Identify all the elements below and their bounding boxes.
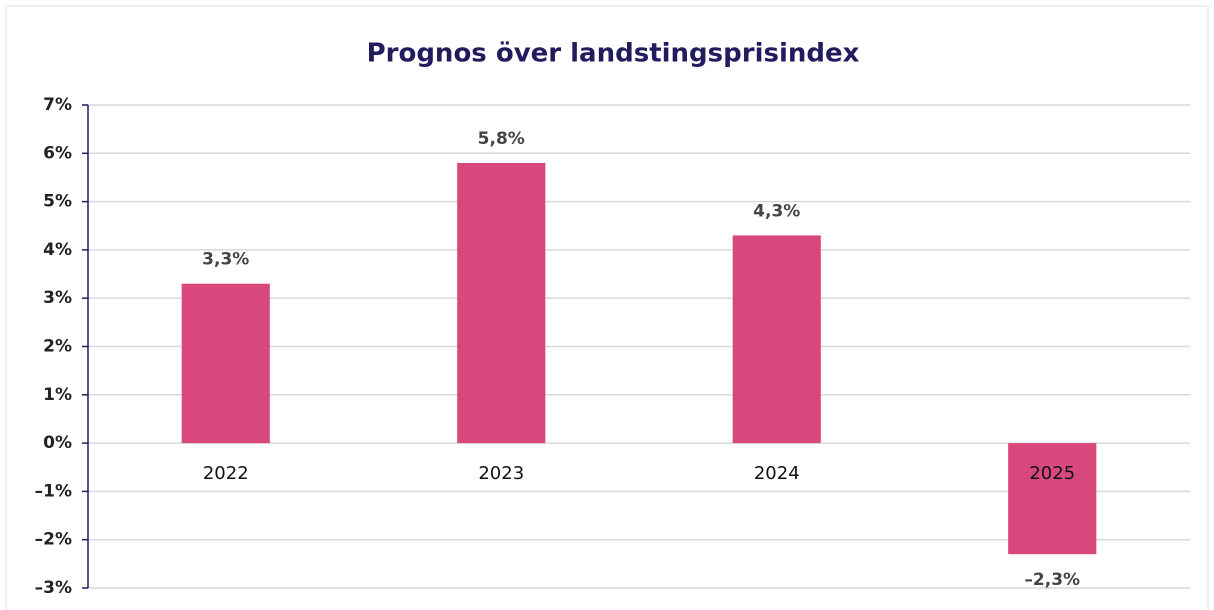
bar [181, 283, 270, 444]
y-tick-label: 2% [43, 337, 72, 357]
value-label: –2,3% [1024, 570, 1080, 590]
y-tick-label: –3% [35, 578, 72, 598]
x-tick-label: 2023 [478, 463, 524, 484]
bar [1008, 443, 1097, 555]
y-tick-label: 1% [43, 385, 72, 405]
x-tick-label: 2024 [754, 463, 800, 484]
chart-border [5, 5, 1209, 610]
x-tick-label: 2022 [203, 463, 249, 484]
y-tick-label: 0% [43, 433, 72, 453]
y-tick-label: 3% [43, 288, 72, 308]
y-tick-label: 4% [43, 240, 72, 260]
x-tick-label: 2025 [1029, 463, 1075, 484]
chart-title: Prognos över landstingsprisindex [367, 39, 860, 69]
y-tick-label: –2% [35, 530, 72, 550]
value-label: 4,3% [753, 201, 800, 221]
value-label: 3,3% [202, 250, 249, 270]
bar [457, 162, 546, 444]
y-tick-label: 7% [43, 95, 72, 115]
y-tick-label: –1% [35, 481, 72, 501]
y-tick-label: 6% [43, 143, 72, 163]
bar [732, 235, 821, 444]
value-label: 5,8% [478, 129, 525, 149]
y-tick-label: 5% [43, 192, 72, 212]
